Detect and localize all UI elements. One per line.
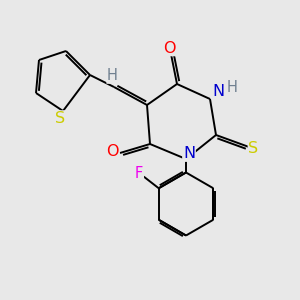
Text: F: F [135, 166, 143, 181]
Text: N: N [212, 84, 224, 99]
Text: H: H [107, 68, 118, 83]
Text: O: O [163, 40, 176, 56]
Text: S: S [248, 141, 259, 156]
Text: N: N [183, 146, 195, 161]
Text: O: O [106, 144, 119, 159]
Text: S: S [55, 111, 65, 126]
Text: H: H [226, 80, 237, 95]
